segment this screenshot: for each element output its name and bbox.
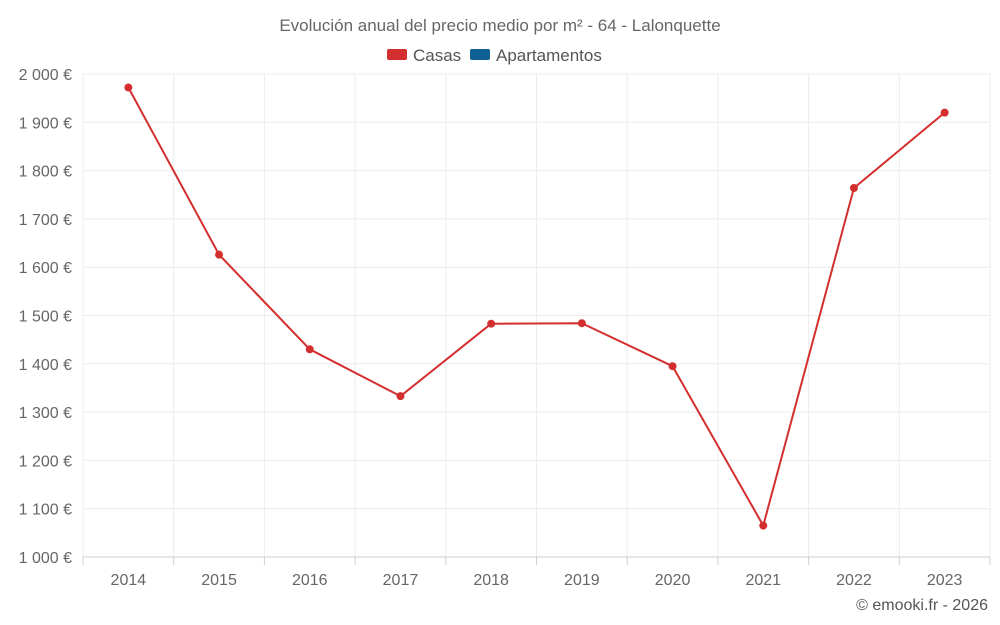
x-gridlines [82,74,991,557]
x-axis-ticks: 2014 2015 2016 2017 2018 2019 2020 2021 2022 2023 [82,557,991,589]
y-tick-label: 1 700 € [19,212,72,229]
x-tick-label: 2022 [836,572,872,589]
y-tick-label: 1 500 € [19,309,72,326]
data-point-2015[interactable] [215,250,224,259]
y-tick-label: 1 900 € [19,115,72,132]
x-tick-label: 2015 [201,572,237,589]
legend-swatch-apartamentos [470,49,490,60]
data-point-2017[interactable] [396,392,405,401]
y-tick-label: 1 600 € [19,260,72,277]
x-tick-label: 2018 [473,572,509,589]
data-point-2021[interactable] [759,521,768,530]
x-tick-label: 2014 [111,572,147,589]
y-tick-label: 1 200 € [19,453,72,470]
data-point-2018[interactable] [487,319,496,328]
chart-title: Evolución anual del precio medio por m² … [279,16,720,35]
data-point-2019[interactable] [577,319,586,328]
legend-label-casas: Casas [413,46,461,65]
credit-text: © emooki.fr - 2026 [856,597,988,614]
data-point-2014[interactable] [124,83,133,92]
x-tick-label: 2019 [564,572,600,589]
series-casas [124,83,949,530]
x-tick-label: 2020 [655,572,691,589]
y-tick-label: 1 100 € [19,502,72,519]
x-tick-label: 2021 [745,572,781,589]
y-tick-label: 1 000 € [19,550,72,567]
y-axis-ticks: 1 000 € 1 100 € 1 200 € 1 300 € 1 400 € 1 500… [19,67,72,567]
data-point-2020[interactable] [668,362,677,371]
legend-item-apartamentos[interactable]: Apartamentos [470,46,602,65]
data-point-2016[interactable] [305,345,314,354]
y-tick-label: 2 000 € [19,67,72,84]
legend-label-apartamentos: Apartamentos [496,46,602,65]
series-line-casas [127,87,946,527]
y-tick-label: 1 400 € [19,357,72,374]
legend-swatch-casas [387,49,407,60]
x-tick-label: 2017 [383,572,419,589]
y-tick-label: 1 300 € [19,405,72,422]
legend-item-casas[interactable]: Casas [387,46,461,65]
x-tick-label: 2016 [292,572,328,589]
data-point-2023[interactable] [940,108,949,117]
y-tick-label: 1 800 € [19,164,72,181]
x-tick-label: 2023 [927,572,963,589]
legend: Casas Apartamentos [387,46,602,65]
data-point-2022[interactable] [849,183,858,192]
